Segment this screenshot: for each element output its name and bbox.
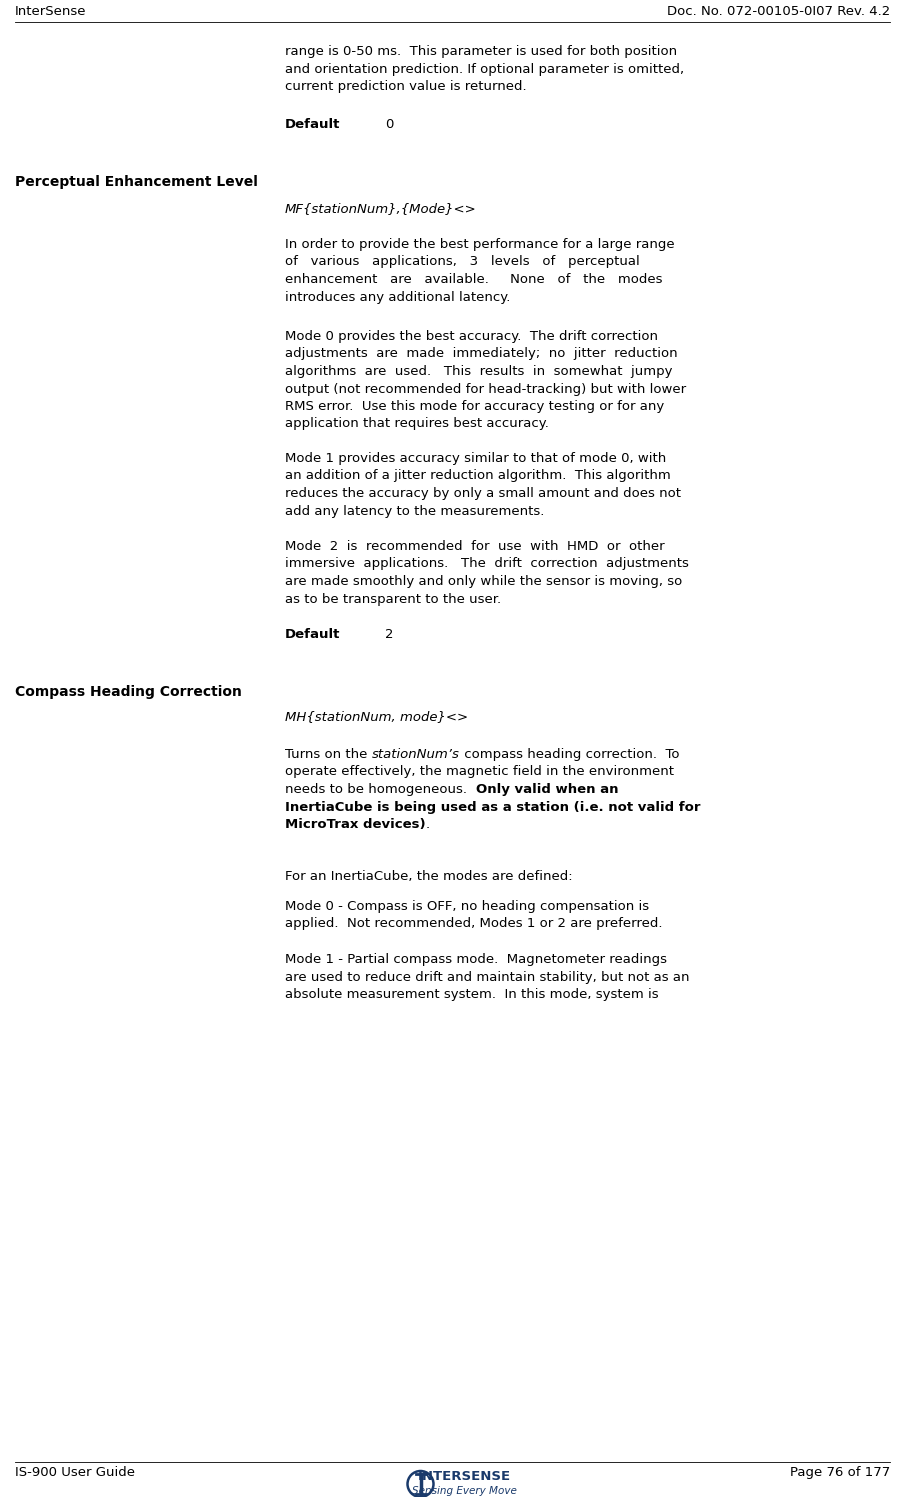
Text: Page 76 of 177: Page 76 of 177 [790,1466,890,1479]
Text: IS-900 User Guide: IS-900 User Guide [15,1466,135,1479]
Text: range is 0-50 ms.  This parameter is used for both position: range is 0-50 ms. This parameter is used… [285,45,677,58]
Text: as to be transparent to the user.: as to be transparent to the user. [285,593,501,605]
Text: immersive  applications.   The  drift  correction  adjustments: immersive applications. The drift correc… [285,557,689,570]
Text: are used to reduce drift and maintain stability, but not as an: are used to reduce drift and maintain st… [285,970,690,984]
Text: Compass Heading Correction: Compass Heading Correction [15,686,242,699]
Text: adjustments  are  made  immediately;  no  jitter  reduction: adjustments are made immediately; no jit… [285,347,678,361]
Text: absolute measurement system.  In this mode, system is: absolute measurement system. In this mod… [285,988,659,1001]
Text: output (not recommended for head-tracking) but with lower: output (not recommended for head-trackin… [285,383,686,395]
Text: current prediction value is returned.: current prediction value is returned. [285,79,527,93]
Text: compass heading correction.  To: compass heading correction. To [460,748,679,760]
Text: INTERSENSE: INTERSENSE [418,1470,511,1484]
Text: Turns on the: Turns on the [285,748,372,760]
Text: introduces any additional latency.: introduces any additional latency. [285,290,510,304]
Text: MF{stationNum},{Mode}<>: MF{stationNum},{Mode}<> [285,202,477,216]
Text: In order to provide the best performance for a large range: In order to provide the best performance… [285,238,674,251]
Text: 0: 0 [385,118,394,132]
Text: Default: Default [285,629,340,641]
Text: application that requires best accuracy.: application that requires best accuracy. [285,418,548,431]
Text: Mode 1 provides accuracy similar to that of mode 0, with: Mode 1 provides accuracy similar to that… [285,452,666,466]
Text: Mode 0 provides the best accuracy.  The drift correction: Mode 0 provides the best accuracy. The d… [285,329,658,343]
Text: Mode  2  is  recommended  for  use  with  HMD  or  other: Mode 2 is recommended for use with HMD o… [285,540,664,552]
Text: 2: 2 [385,629,394,641]
Text: operate effectively, the magnetic field in the environment: operate effectively, the magnetic field … [285,765,674,778]
Text: Mode 1 - Partial compass mode.  Magnetometer readings: Mode 1 - Partial compass mode. Magnetome… [285,954,667,966]
Text: InertiaCube is being used as a station (i.e. not valid for: InertiaCube is being used as a station (… [285,801,700,813]
Text: needs to be homogeneous.: needs to be homogeneous. [285,783,475,796]
Text: For an InertiaCube, the modes are defined:: For an InertiaCube, the modes are define… [285,870,573,883]
Text: and orientation prediction. If optional parameter is omitted,: and orientation prediction. If optional … [285,63,684,75]
Text: are made smoothly and only while the sensor is moving, so: are made smoothly and only while the sen… [285,575,682,588]
Text: Mode 0 - Compass is OFF, no heading compensation is: Mode 0 - Compass is OFF, no heading comp… [285,900,649,913]
Text: RMS error.  Use this mode for accuracy testing or for any: RMS error. Use this mode for accuracy te… [285,400,664,413]
Text: Only valid when an: Only valid when an [475,783,618,796]
Text: add any latency to the measurements.: add any latency to the measurements. [285,504,545,518]
Text: InterSense: InterSense [15,4,87,18]
Text: of   various   applications,   3   levels   of   perceptual: of various applications, 3 levels of per… [285,256,640,268]
Text: algorithms  are  used.   This  results  in  somewhat  jumpy: algorithms are used. This results in som… [285,365,672,379]
Text: stationNum’s: stationNum’s [372,748,460,760]
Text: an addition of a jitter reduction algorithm.  This algorithm: an addition of a jitter reduction algori… [285,470,671,482]
Text: Doc. No. 072-00105-0I07 Rev. 4.2: Doc. No. 072-00105-0I07 Rev. 4.2 [667,4,890,18]
Text: Default: Default [285,118,340,132]
Text: enhancement   are   available.     None   of   the   modes: enhancement are available. None of the m… [285,272,662,286]
Text: reduces the accuracy by only a small amount and does not: reduces the accuracy by only a small amo… [285,487,681,500]
Text: .: . [425,817,430,831]
Text: MH{stationNum, mode}<>: MH{stationNum, mode}<> [285,710,468,723]
Text: Sensing Every Move: Sensing Every Move [412,1487,517,1496]
Text: applied.  Not recommended, Modes 1 or 2 are preferred.: applied. Not recommended, Modes 1 or 2 a… [285,918,662,931]
Text: Perceptual Enhancement Level: Perceptual Enhancement Level [15,175,258,189]
Text: MicroTrax devices): MicroTrax devices) [285,817,425,831]
